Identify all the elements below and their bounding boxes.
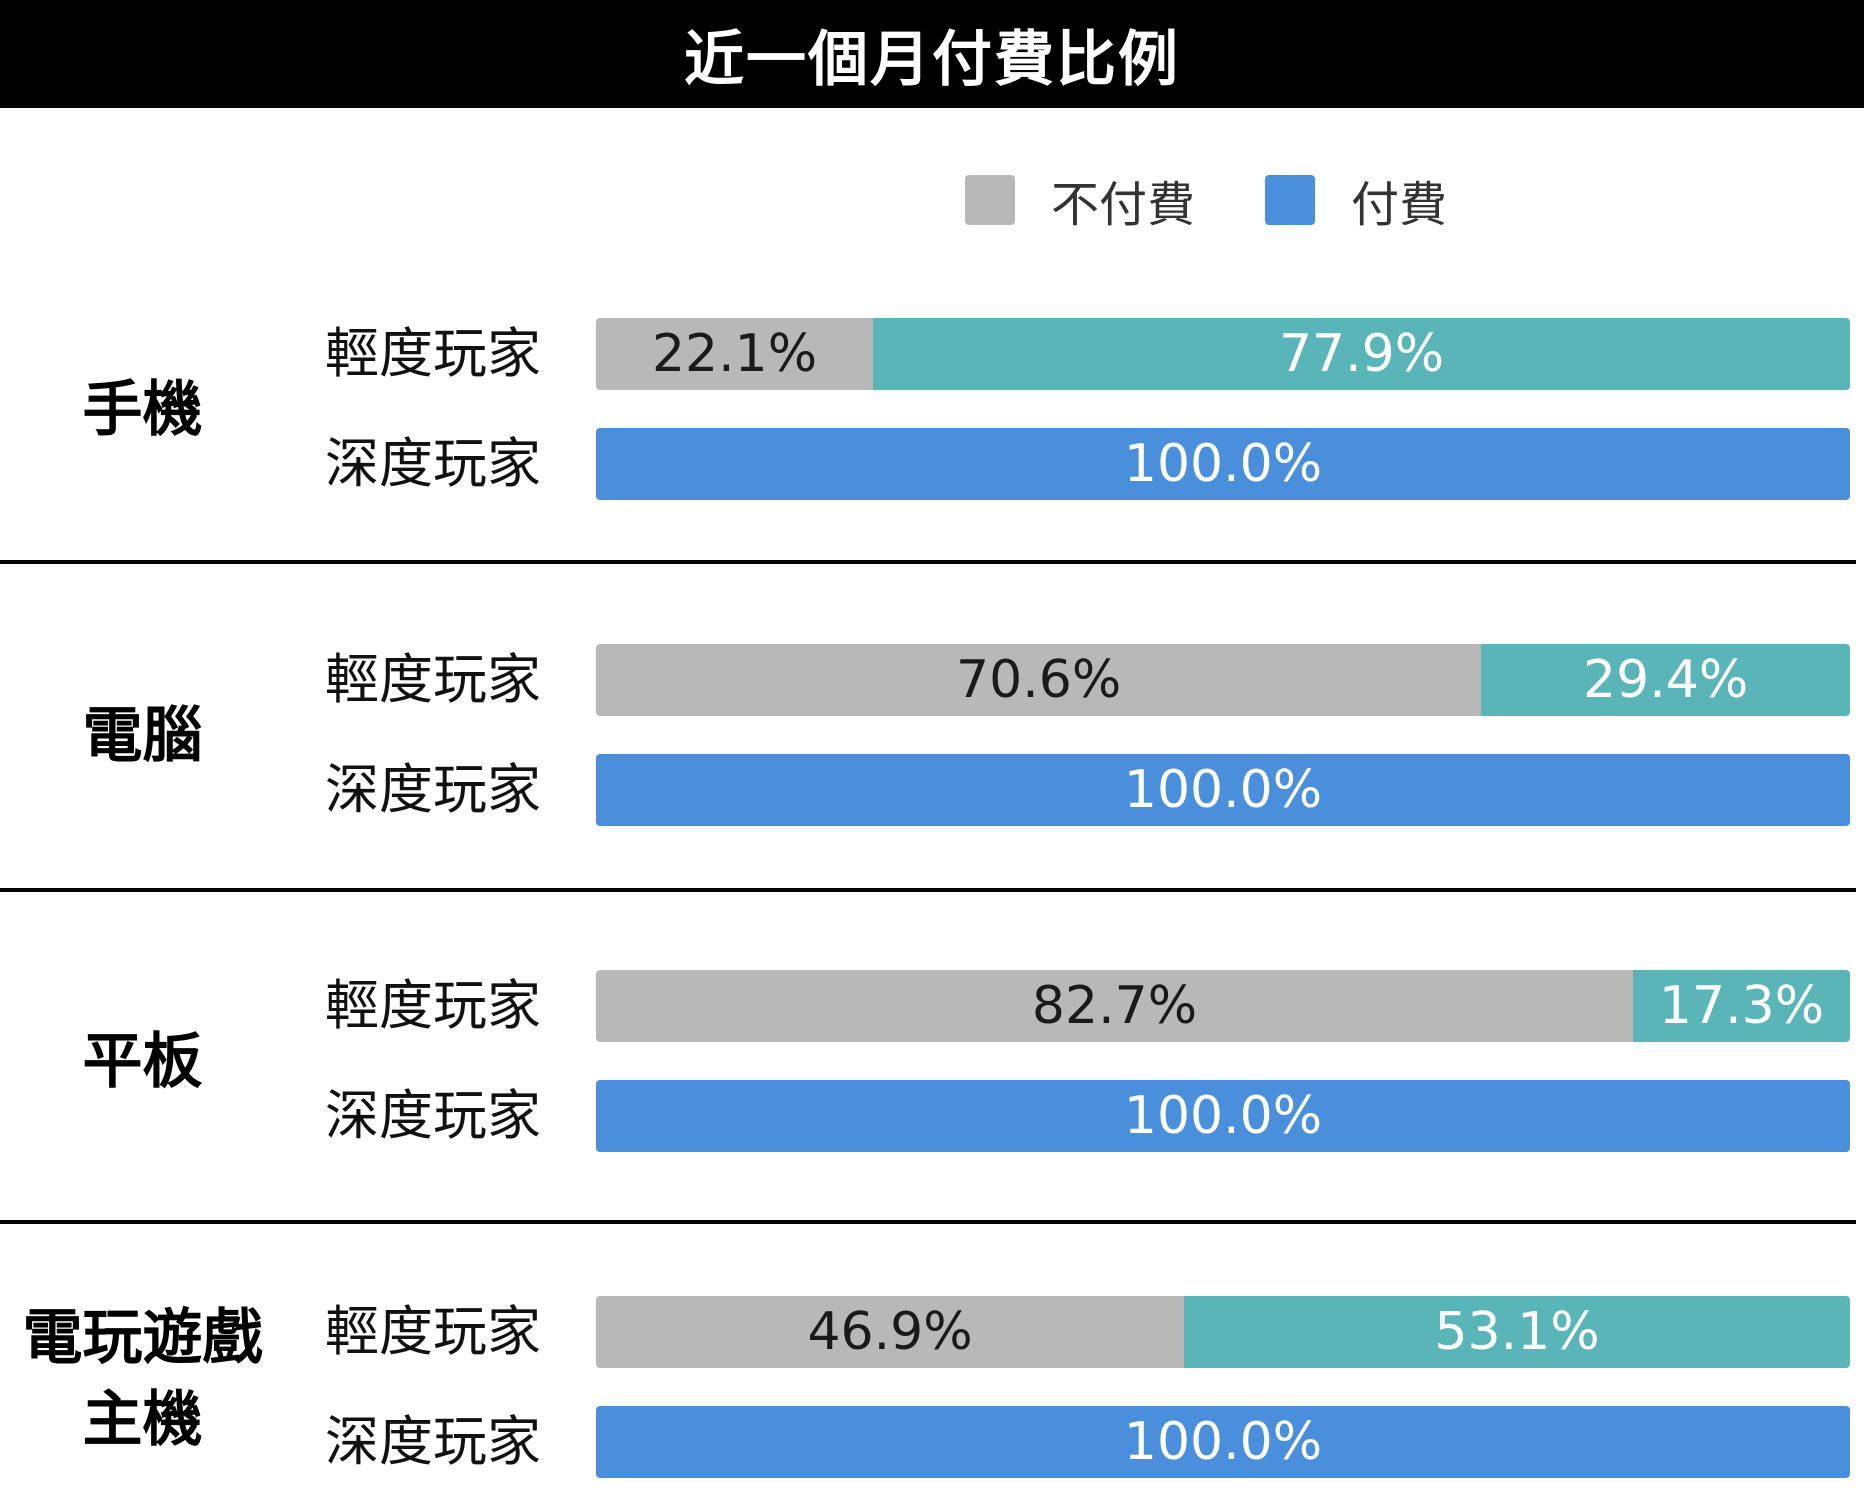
- bar-segment-paid: 100.0%: [596, 1080, 1850, 1152]
- legend-swatch-unpaid: [965, 175, 1015, 225]
- stacked-bar: 100.0%: [596, 1406, 1850, 1478]
- row-label: 深度玩家: [325, 432, 541, 495]
- legend-item-paid: 付費: [1265, 165, 1447, 235]
- bar-segment-unpaid: 82.7%: [596, 970, 1634, 1042]
- row-label: 輕度玩家: [325, 1300, 541, 1363]
- stacked-bar: 70.6% 29.4%: [596, 644, 1850, 716]
- bar-segment-paid: 29.4%: [1481, 644, 1850, 716]
- group-divider: [0, 1220, 1856, 1224]
- row-label: 輕度玩家: [325, 974, 541, 1037]
- row-label: 輕度玩家: [325, 648, 541, 711]
- row-label: 深度玩家: [325, 758, 541, 821]
- group-label: 電腦: [82, 701, 203, 771]
- bar-segment-unpaid: 70.6%: [596, 644, 1482, 716]
- stacked-bar: 22.1% 77.9%: [596, 318, 1850, 390]
- group-label: 電玩遊戲 主機: [0, 1297, 285, 1461]
- bar-segment-paid: 100.0%: [596, 428, 1850, 500]
- group-label-line: 電玩遊戲: [22, 1303, 263, 1373]
- bar-segment-unpaid: 22.1%: [596, 318, 874, 390]
- chart-title-bar: 近一個月付費比例: [0, 0, 1864, 108]
- stacked-bar: 100.0%: [596, 1080, 1850, 1152]
- chart-title: 近一個月付費比例: [684, 24, 1180, 95]
- bar-segment-paid: 100.0%: [596, 754, 1850, 826]
- bar-segment-unpaid: 46.9%: [596, 1296, 1185, 1368]
- row-label: 深度玩家: [325, 1084, 541, 1147]
- bar-segment-paid: 53.1%: [1184, 1296, 1850, 1368]
- legend: 不付費 付費: [965, 170, 1517, 233]
- row-label: 深度玩家: [325, 1410, 541, 1473]
- bar-segment-paid: 100.0%: [596, 1406, 1850, 1478]
- legend-label-unpaid: 不付費: [1051, 177, 1196, 233]
- legend-swatch-paid: [1265, 175, 1316, 225]
- group-label: 手機: [82, 375, 203, 445]
- stacked-bar: 46.9% 53.1%: [596, 1296, 1850, 1368]
- bar-segment-paid: 17.3%: [1633, 970, 1850, 1042]
- group-divider: [0, 888, 1856, 892]
- row-label: 輕度玩家: [325, 322, 541, 385]
- stacked-bar: 100.0%: [596, 754, 1850, 826]
- stacked-bar: 82.7% 17.3%: [596, 970, 1850, 1042]
- legend-item-unpaid: 不付費: [965, 165, 1195, 235]
- legend-label-paid: 付費: [1351, 177, 1448, 233]
- group-divider: [0, 560, 1856, 564]
- stacked-bar: 100.0%: [596, 428, 1850, 500]
- bar-segment-paid: 77.9%: [873, 318, 1850, 390]
- group-label-line: 主機: [82, 1385, 203, 1455]
- group-label: 平板: [82, 1027, 203, 1097]
